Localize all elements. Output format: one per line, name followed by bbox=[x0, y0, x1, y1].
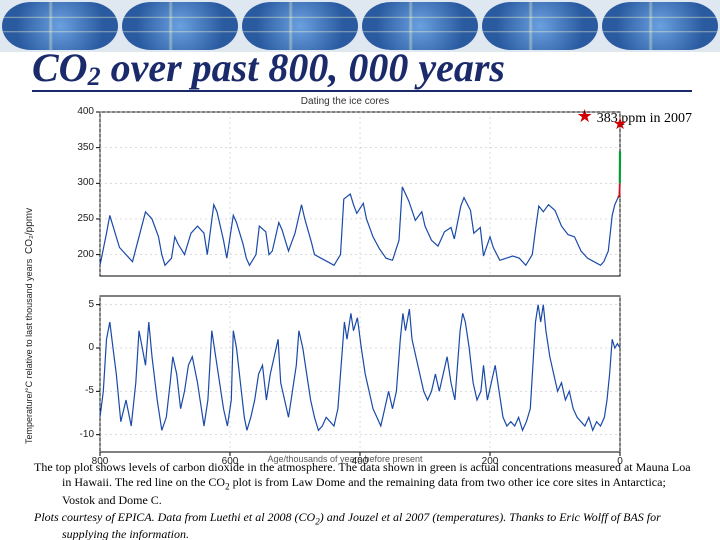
tick-label: -5 bbox=[85, 385, 94, 396]
tick-label: 400 bbox=[77, 106, 94, 117]
tick-label: -10 bbox=[80, 429, 94, 440]
title-post: over past 800, 000 years bbox=[101, 45, 505, 90]
svg-text:★: ★ bbox=[613, 116, 627, 133]
caption-p2: Plots courtesy of EPICA. Data from Lueth… bbox=[34, 510, 694, 540]
globe-icon bbox=[362, 2, 478, 50]
tick-label: 300 bbox=[77, 177, 94, 188]
globe-icon bbox=[242, 2, 358, 50]
tick-label: 0 bbox=[88, 342, 94, 353]
globe-icon bbox=[2, 2, 118, 50]
globe-icon bbox=[122, 2, 238, 50]
title-sub: 2 bbox=[88, 62, 101, 91]
tick-label: 5 bbox=[88, 299, 94, 310]
globe-icon bbox=[602, 2, 718, 50]
caption-text: Plots courtesy of EPICA. Data from Lueth… bbox=[34, 510, 315, 524]
globe-icon bbox=[482, 2, 598, 50]
tick-label: 350 bbox=[77, 142, 94, 153]
tick-label: 250 bbox=[77, 213, 94, 224]
tick-label: 200 bbox=[77, 249, 94, 260]
slide-root: CO2 over past 800, 000 years ★383 ppm in… bbox=[0, 0, 720, 540]
title-pre: CO bbox=[32, 45, 88, 90]
ylabel-bottom-text: Temperature/°C relative to last thousand… bbox=[24, 259, 34, 444]
chart-area: Dating the ice cores ★ CO₂/ppmv Temperat… bbox=[60, 104, 630, 464]
page-title: CO2 over past 800, 000 years bbox=[32, 44, 505, 92]
title-rule bbox=[32, 90, 692, 92]
co2-temperature-chart: ★ bbox=[60, 104, 630, 464]
caption-p1: The top plot shows levels of carbon diox… bbox=[34, 460, 694, 508]
ylabel-bottom: Temperature/°C relative to last thousand… bbox=[24, 259, 34, 444]
ylabel-top: CO₂/ppmv bbox=[24, 208, 35, 254]
caption-block: The top plot shows levels of carbon diox… bbox=[34, 460, 694, 540]
